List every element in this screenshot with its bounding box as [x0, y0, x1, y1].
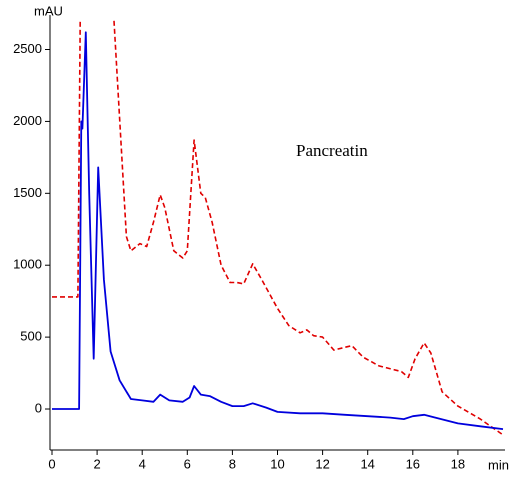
x-tick-label: 14 [360, 456, 374, 471]
y-tick-label: 500 [20, 329, 42, 344]
x-tick-label: 12 [315, 456, 329, 471]
y-tick-label: 0 [35, 400, 42, 415]
x-tick-label: 6 [184, 456, 191, 471]
annotation: Pancreatin [296, 141, 368, 160]
x-tick-label: 18 [451, 456, 465, 471]
x-tick-label: 0 [48, 456, 55, 471]
x-tick-label: 8 [229, 456, 236, 471]
x-tick-label: 16 [406, 456, 420, 471]
x-tick-label: 2 [93, 456, 100, 471]
y-tick-label: 2000 [13, 113, 42, 128]
x-axis-label: min [488, 457, 509, 472]
x-tick-label: 4 [139, 456, 146, 471]
x-tick-label: 10 [270, 456, 284, 471]
series-line [52, 31, 504, 430]
y-tick-label: 1000 [13, 257, 42, 272]
y-axis-label: mAU [34, 3, 63, 18]
plot-area [52, 20, 504, 436]
y-tick-label: 1500 [13, 185, 42, 200]
series-line [52, 20, 504, 436]
y-tick-label: 2500 [13, 41, 42, 56]
